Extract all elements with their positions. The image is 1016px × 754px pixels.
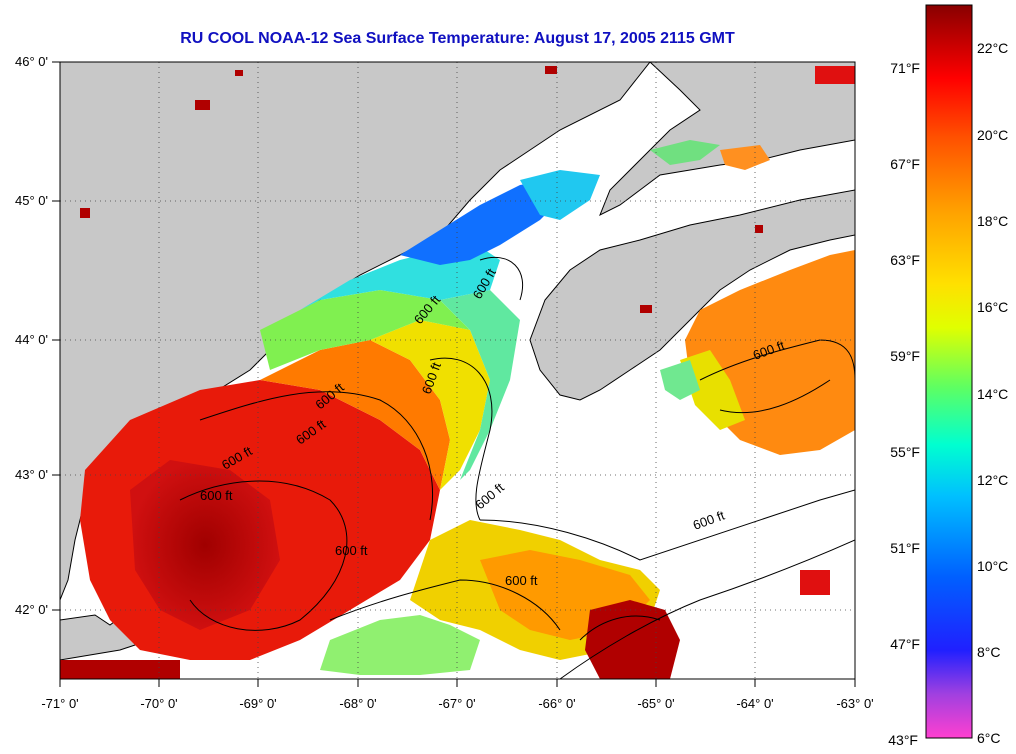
- lon-tick-label: -64° 0': [736, 696, 773, 711]
- land-new-brunswick: [599, 62, 855, 217]
- sst-fundy-green: [650, 140, 720, 165]
- fahrenheit-label: 55°F: [890, 444, 920, 460]
- sst-south-green: [320, 615, 480, 675]
- speck: [755, 225, 763, 233]
- sst-south-dark: [585, 600, 680, 679]
- sst-scotian-green: [660, 360, 700, 400]
- speck: [815, 66, 855, 84]
- celsius-label: 20°C: [977, 127, 1008, 143]
- speck: [80, 208, 90, 218]
- lat-tick-label: 45° 0': [15, 193, 48, 208]
- celsius-label: 6°C: [977, 730, 1001, 746]
- lon-tick-labels: -71° 0' -70° 0' -69° 0' -68° 0' -67° 0' …: [41, 696, 873, 711]
- map-area: 600 ft 600 ft 600 ft 600 ft 600 ft 600 f…: [60, 62, 855, 679]
- fahrenheit-label: 59°F: [890, 348, 920, 364]
- speck: [800, 570, 830, 595]
- lon-tick-label: -71° 0': [41, 696, 78, 711]
- sst-cyan-bay: [520, 170, 600, 220]
- colorbar-celsius-labels: 22°C 20°C 18°C 16°C 14°C 12°C 10°C 8°C 6…: [977, 40, 1008, 746]
- lon-tick-label: -63° 0': [836, 696, 873, 711]
- contour-label: 600 ft: [505, 573, 538, 588]
- bathymetry-contours: [179, 256, 855, 679]
- celsius-label: 8°C: [977, 644, 1001, 660]
- celsius-label: 22°C: [977, 40, 1008, 56]
- lon-tick-label: -65° 0': [637, 696, 674, 711]
- speck: [235, 70, 243, 76]
- lon-tick-label: -69° 0': [239, 696, 276, 711]
- map-title: RU COOL NOAA-12 Sea Surface Temperature:…: [180, 30, 735, 47]
- lon-tick-label: -66° 0': [538, 696, 575, 711]
- fahrenheit-label: 71°F: [890, 60, 920, 76]
- colorbar-gradient: [925, 4, 973, 739]
- sst-yellow-band: [370, 320, 490, 490]
- fahrenheit-label: 67°F: [890, 156, 920, 172]
- fahrenheit-label: 43°F: [888, 732, 918, 748]
- sst-hot-core: [130, 460, 280, 630]
- celsius-label: 18°C: [977, 213, 1008, 229]
- colorbar: 71°F 67°F 63°F 59°F 55°F 51°F 47°F 43°F …: [888, 4, 1008, 748]
- frame-ticks: [52, 61, 856, 687]
- fahrenheit-label: 51°F: [890, 540, 920, 556]
- speck: [640, 305, 652, 313]
- fahrenheit-label: 63°F: [890, 252, 920, 268]
- speck: [60, 660, 180, 679]
- lon-tick-label: -67° 0': [438, 696, 475, 711]
- celsius-label: 16°C: [977, 299, 1008, 315]
- lat-tick-label: 44° 0': [15, 332, 48, 347]
- sst-orange-band: [260, 340, 450, 490]
- land-nova-scotia: [529, 189, 855, 401]
- lat-tick-label: 42° 0': [15, 602, 48, 617]
- lat-tick-label: 46° 0': [15, 54, 48, 69]
- speck: [195, 100, 210, 110]
- speck: [545, 66, 557, 74]
- lon-tick-label: -70° 0': [140, 696, 177, 711]
- colorbar-fahrenheit-labels: 71°F 67°F 63°F 59°F 55°F 51°F 47°F 43°F: [888, 60, 920, 748]
- fahrenheit-label: 47°F: [890, 636, 920, 652]
- lat-tick-label: 43° 0': [15, 467, 48, 482]
- lat-tick-labels: 46° 0' 45° 0' 44° 0' 43° 0' 42° 0': [15, 54, 48, 617]
- sst-scotian-yellow: [680, 350, 745, 430]
- celsius-label: 14°C: [977, 386, 1008, 402]
- celsius-label: 12°C: [977, 472, 1008, 488]
- contour-label: 600 ft: [200, 488, 233, 503]
- sst-green-east: [440, 290, 520, 480]
- sst-green-band: [260, 290, 470, 370]
- celsius-label: 10°C: [977, 558, 1008, 574]
- contour-label: 600 ft: [335, 543, 368, 558]
- lon-tick-label: -68° 0': [339, 696, 376, 711]
- sst-fundy-orange: [720, 145, 770, 170]
